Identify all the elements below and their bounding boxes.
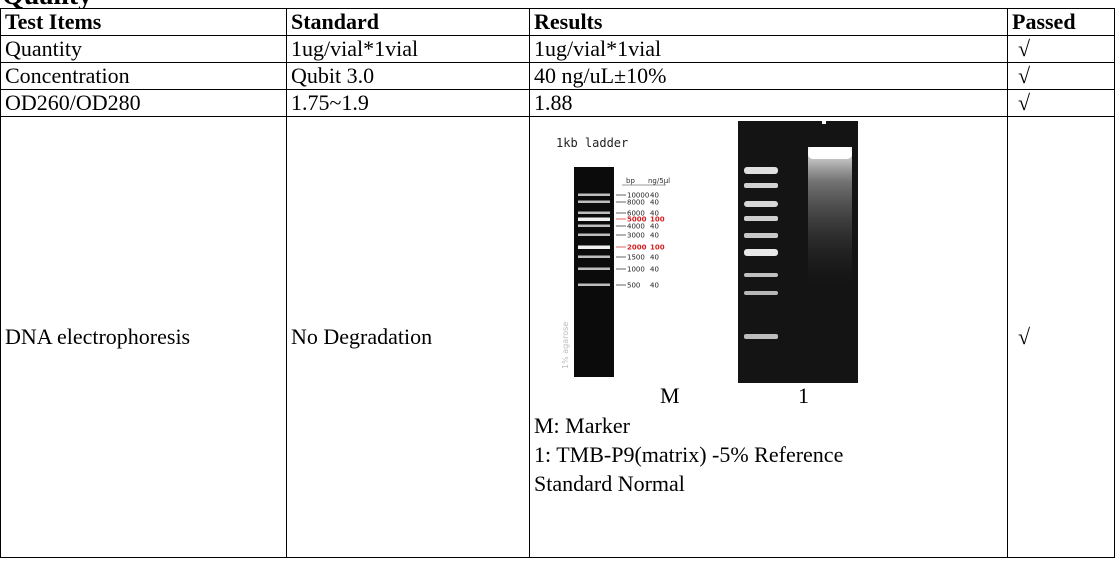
ladder-ng-label: 100 [650,216,665,224]
cell-passed-check: √ [1007,89,1115,117]
ladder-bp-label: 4000 [627,223,645,231]
cell-standard: 1.75~1.9 [286,89,530,117]
table-row-od-ratio: OD260/OD280 1.75~1.9 1.88 √ [0,89,1115,117]
legend-line-marker: M: Marker [534,413,630,438]
ladder-bp-label: 5000 [627,216,647,224]
table-row-quantity: Quantity 1ug/vial*1vial 1ug/vial*1vial √ [0,35,1115,63]
sample-gel-image [738,121,858,383]
lane-label-m: M [660,383,680,408]
marker-band [744,249,778,256]
ladder-ng-label: 40 [650,254,659,262]
ladder-band [578,233,610,236]
ladder-ng-label: 40 [650,223,659,231]
header-passed: Passed [1007,8,1115,36]
marker-band [744,233,778,238]
sample-smear [808,147,852,287]
table-row-concentration: Concentration Qubit 3.0 40 ng/uL±10% √ [0,62,1115,90]
ladder-ng-label: 40 [650,199,659,207]
ladder-band [578,211,610,214]
marker-band [744,216,778,221]
section-heading-clipped: Quality [0,0,300,8]
ladder-ng-label: 40 [650,232,659,240]
gel-legend: M: Marker 1: TMB-P9(matrix) -5% Referenc… [534,411,843,498]
ladder-bp-label: 500 [627,282,640,290]
table-row-electrophoresis: DNA electrophoresis No Degradation 1kb l… [0,116,1115,558]
cell-passed-check: √ [1007,62,1115,90]
table-header-row: Test Items Standard Results Passed [0,8,1115,36]
ladder-bp-label: 1000 [627,266,645,274]
ladder-title: 1kb ladder [556,136,628,150]
ladder-band [578,217,610,221]
ladder-ng-label: 40 [650,282,659,290]
ladder-band [578,200,610,203]
legend-line-sample: 1: TMB-P9(matrix) -5% Reference [534,442,844,467]
ladder-bp-label: 1500 [627,254,645,262]
cell-standard: No Degradation [286,116,530,558]
ladder-header-ng: ng/5µl [648,177,670,185]
legend-line-standard: Standard Normal [534,471,685,496]
gel-figure: 1kb ladder 1% agarose bp ng/5µl 10000 40 8… [530,117,1000,557]
ladder-ng-label: 40 [650,192,659,200]
marker-band [744,201,778,207]
ladder-band [578,283,610,286]
marker-band [744,167,778,174]
agarose-label: 1% agarose [561,322,570,369]
section-heading: Quality [2,0,92,8]
ladder-bp-label: 3000 [627,232,645,240]
ladder-bp-label: 6000 [627,210,645,218]
cell-standard: 1ug/vial*1vial [286,35,530,63]
ladder-bp-label: 8000 [627,199,645,207]
sample-band [808,147,852,159]
ladder-bp-label: 10000 [627,192,649,200]
ladder-band [578,267,610,270]
ladder-header-bp: bp [626,177,635,185]
marker-band [744,183,778,188]
marker-band [744,291,778,295]
ladder-band [578,224,610,227]
ladder-bp-label: 2000 [627,244,647,252]
cell-result: 1.88 [529,89,1008,117]
marker-band [744,273,778,277]
cell-passed-check: √ [1007,116,1115,558]
header-results: Results [529,8,1008,36]
ladder-reference-image: 1kb ladder 1% agarose bp ng/5µl 10000 408… [554,129,718,379]
ladder-ng-label: 40 [650,266,659,274]
ladder-band [578,245,610,249]
lane-label-1: 1 [798,383,809,408]
cell-result: 40 ng/uL±10% [529,62,1008,90]
ladder-ng-label: 100 [650,244,665,252]
header-standard: Standard [286,8,530,36]
cell-result: 1ug/vial*1vial [529,35,1008,63]
cell-passed-check: √ [1007,35,1115,63]
quality-table: Test Items Standard Results Passed Quant… [0,8,1115,558]
ladder-ng-label: 40 [650,210,659,218]
marker-band [744,334,778,339]
cell-result-gel: 1kb ladder 1% agarose bp ng/5µl 10000 40 8… [529,116,1008,558]
cell-standard: Qubit 3.0 [286,62,530,90]
ladder-band [578,255,610,258]
cell-test-item: DNA electrophoresis [0,116,287,558]
cell-test-item: OD260/OD280 [0,89,287,117]
cell-test-item: Quantity [0,35,287,63]
ladder-band [578,193,610,196]
header-test-items: Test Items [0,8,287,36]
cell-test-item: Concentration [0,62,287,90]
